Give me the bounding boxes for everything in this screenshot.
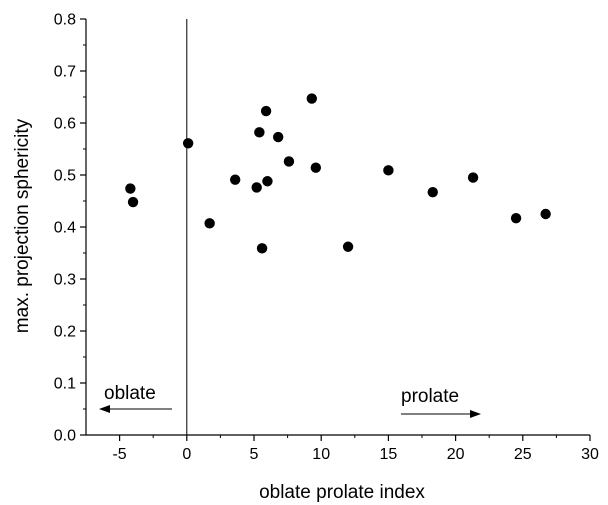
data-point — [510, 212, 522, 224]
x-axis-title: oblate prolate index — [259, 482, 425, 503]
data-point — [251, 182, 262, 193]
y-tick-label: 0.0 — [54, 428, 76, 445]
data-point — [256, 243, 268, 254]
data-point — [310, 162, 322, 173]
x-tick-label: 30 — [581, 446, 599, 463]
y-tick-label: 0.4 — [54, 220, 76, 237]
x-tick-label: 5 — [250, 446, 259, 463]
y-tick-label: 0.3 — [54, 272, 76, 289]
x-tick-label: 15 — [380, 446, 398, 463]
data-point — [229, 174, 241, 185]
plot-frame — [85, 19, 590, 436]
data-point — [283, 156, 295, 167]
data-point — [540, 208, 551, 220]
data-point — [467, 172, 479, 183]
x-tick-label: 20 — [447, 446, 465, 463]
y-tick-label: 0.7 — [54, 64, 76, 81]
data-points — [125, 93, 551, 254]
prolate-label: prolate — [401, 386, 459, 407]
data-point — [342, 241, 354, 252]
data-point — [383, 165, 394, 176]
oblate-annotation: oblate — [99, 383, 172, 413]
oblate-arrow-head — [99, 405, 110, 413]
data-point — [125, 183, 136, 194]
oblate-label: oblate — [104, 383, 156, 404]
data-point — [254, 127, 265, 138]
y-tick-label: 0.8 — [54, 12, 76, 29]
data-point — [260, 105, 272, 117]
prolate-arrow-head — [470, 410, 481, 418]
data-point — [182, 138, 194, 149]
data-point — [127, 196, 139, 208]
y-axis-title: max. projection sphericity — [12, 118, 33, 333]
y-tick-label: 0.6 — [54, 116, 76, 133]
data-point — [272, 131, 284, 143]
y-axis: 0.0 0.1 0.2 0.3 0.4 0.5 0.6 0.7 0.8 — [54, 12, 86, 445]
x-tick-label: 25 — [514, 446, 532, 463]
x-tick-label: 10 — [312, 446, 330, 463]
data-point — [262, 176, 273, 187]
prolate-annotation: prolate — [401, 386, 481, 418]
x-axis: -5 0 5 10 15 20 25 30 — [112, 435, 599, 463]
y-tick-label: 0.5 — [54, 168, 76, 185]
data-point — [204, 218, 215, 229]
data-point — [306, 93, 317, 104]
x-tick-label: -5 — [112, 446, 126, 463]
data-point — [427, 186, 438, 198]
y-tick-label: 0.2 — [54, 324, 76, 341]
y-tick-label: 0.1 — [54, 376, 76, 393]
x-tick-label: 0 — [182, 446, 191, 463]
